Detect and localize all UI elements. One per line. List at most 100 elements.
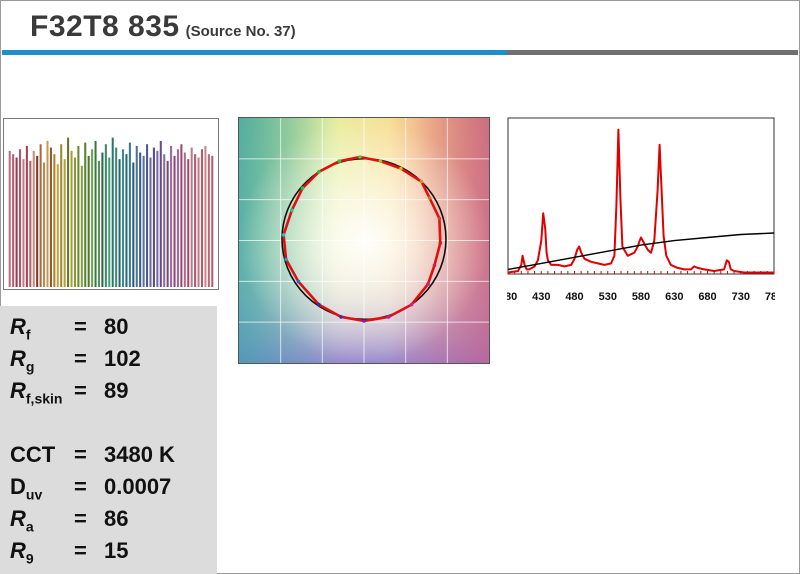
fidelity-bar [211, 155, 214, 287]
title-subtitle: (Source No. 37) [185, 23, 296, 40]
fidelity-bar [159, 140, 162, 287]
metric-symbol-text: CCT [10, 442, 56, 467]
color-vector-graphic [238, 117, 490, 364]
hue-bin-point [300, 186, 305, 190]
spectral-power-chart: 380 430 480 530 580 630 680 730 780 [507, 117, 775, 303]
hue-bin-point [358, 155, 362, 159]
hue-bin-point [362, 319, 366, 323]
metric-symbol: Rf,skin [10, 378, 62, 406]
metric-symbol: R9 [10, 538, 34, 566]
metric-value: 102 [104, 346, 141, 371]
metric-symbol: Ra [10, 506, 34, 534]
metric-value: 15 [104, 538, 129, 563]
fidelity-bar [15, 157, 18, 287]
fidelity-bar [121, 149, 125, 287]
fidelity-bar-chart [3, 118, 219, 290]
metric-subscript: uv [25, 486, 43, 503]
hue-bin-point [427, 196, 432, 200]
fidelity-bar [60, 144, 63, 287]
fidelity-bar [135, 145, 138, 287]
fidelity-bar [142, 155, 145, 287]
fidelity-bar [73, 157, 76, 287]
fidelity-bar [166, 160, 169, 287]
x-tick-label: 780 [765, 291, 775, 303]
fidelity-bar [56, 164, 59, 287]
header-rule-blue [2, 50, 507, 55]
metric-subscript: f [25, 326, 31, 343]
metric-symbol-text: R [10, 314, 26, 339]
header-rule-gray [507, 50, 798, 55]
fidelity-bar [63, 159, 66, 287]
metric-subscript: g [25, 358, 35, 375]
fidelity-bar [163, 154, 166, 287]
spd-reference-line [507, 232, 775, 271]
fidelity-bar [12, 154, 15, 287]
fidelity-bar [200, 149, 204, 287]
metric-symbol: Rf [10, 314, 31, 342]
fidelity-bar [173, 155, 176, 287]
fidelity-bar [70, 150, 73, 287]
metric-symbol: CCT [10, 442, 55, 468]
metric-value: 0.0007 [104, 474, 172, 499]
fidelity-bar [67, 137, 70, 287]
hue-bin-point [432, 263, 437, 267]
fidelity-bar [139, 152, 142, 287]
fidelity-bar [29, 160, 32, 287]
fidelity-bar [149, 157, 152, 287]
fidelity-bar [170, 145, 173, 287]
fidelity-bar [22, 159, 25, 287]
fidelity-bar [8, 150, 11, 287]
metric-symbol-text: R [10, 538, 26, 563]
fidelity-bar [194, 154, 197, 287]
spd-test-line [507, 128, 774, 274]
metric-symbol: Duv [10, 474, 42, 502]
fidelity-bar [111, 137, 114, 287]
hue-bin-point [409, 302, 414, 307]
metric-equals: = [74, 314, 87, 339]
hue-bin-point [339, 315, 343, 319]
x-tick-label: 680 [698, 291, 716, 303]
metric-equals: = [74, 378, 87, 403]
fidelity-bar [104, 144, 107, 287]
x-tick-label: 630 [665, 291, 683, 303]
fidelity-bar [108, 157, 111, 287]
test-source-polygon [282, 155, 442, 323]
fidelity-bar [97, 160, 101, 287]
fidelity-bar [46, 140, 49, 287]
hue-bin-point [290, 208, 294, 213]
x-tick-label: 380 [507, 291, 517, 303]
metric-equals: = [74, 474, 87, 499]
fidelity-bar [125, 154, 128, 287]
fidelity-bar [18, 149, 22, 287]
title-main: F32T8 835 [30, 10, 180, 43]
fidelity-bar [39, 144, 42, 287]
hue-bin-point [419, 179, 424, 184]
metric-symbol-text: R [10, 506, 26, 531]
fidelity-bar [146, 144, 149, 287]
metric-value: 80 [104, 314, 129, 339]
vector-grid [239, 118, 489, 363]
metric-value: 86 [104, 506, 129, 531]
hue-bin-point [317, 170, 321, 174]
page-title: F32T8 835 (Source No. 37) [30, 10, 296, 44]
fidelity-bar [132, 162, 135, 287]
metric-symbol-text: R [10, 346, 26, 371]
fidelity-bar [190, 147, 193, 287]
fidelity-bar [152, 147, 155, 287]
fidelity-bar [77, 145, 80, 287]
hue-bin-point [437, 216, 442, 221]
hue-bin-point [426, 282, 430, 286]
fidelity-bar [204, 145, 207, 287]
fidelity-bar [197, 157, 200, 287]
fidelity-bar [156, 150, 159, 287]
fidelity-bar [32, 150, 35, 287]
metric-equals: = [74, 538, 87, 563]
fidelity-bar [84, 142, 87, 287]
hue-bin-point [317, 302, 321, 307]
x-tick-label: 480 [565, 291, 583, 303]
metric-equals: = [74, 506, 87, 531]
fidelity-bar [49, 147, 52, 287]
hue-bin-point [399, 166, 403, 171]
metrics-panel: Rf = 80 Rg = 102 Rf,skin = 89 CCT = 3480 K Duv = 0.000… [0, 306, 217, 574]
fidelity-bar [53, 154, 56, 287]
